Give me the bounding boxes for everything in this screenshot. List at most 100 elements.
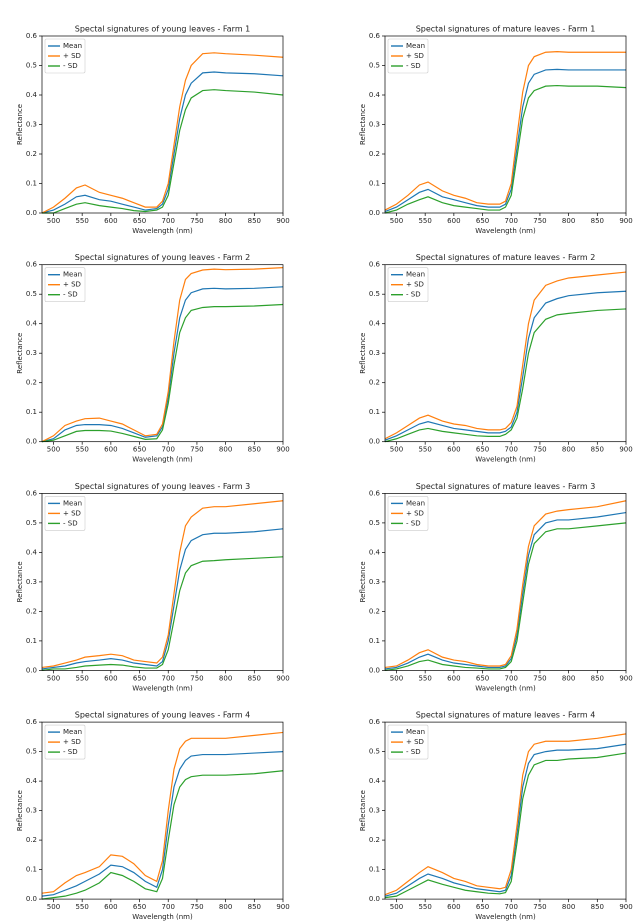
- legend-box: [387, 38, 429, 74]
- y-tick-label: 0.0: [26, 895, 37, 903]
- series-line: [41, 500, 284, 669]
- x-axis-label: Wavelength (nm): [475, 227, 536, 235]
- y-axis-label: Reflectance: [16, 104, 24, 145]
- x-tick-label: 650: [133, 217, 146, 225]
- x-tick-label: 900: [276, 674, 289, 682]
- x-tick-label: 750: [190, 674, 203, 682]
- y-tick-label: 0.6: [26, 718, 38, 726]
- x-axis-label: Wavelength (nm): [132, 456, 193, 464]
- y-tick-label: 0.0: [26, 666, 37, 674]
- chart-title: Spectal signatures of mature leaves - Fa…: [416, 711, 596, 720]
- plot-frame: [41, 493, 284, 671]
- x-tick-label: 850: [591, 903, 604, 911]
- legend-label: Mean: [63, 42, 82, 50]
- y-tick-label: 0.2: [369, 379, 380, 387]
- y-tick-label: 0.2: [26, 379, 37, 387]
- legend-box: [44, 38, 86, 74]
- y-tick-label: 0.2: [26, 150, 37, 158]
- y-axis-label: Reflectance: [359, 333, 367, 374]
- x-tick-label: 900: [619, 903, 632, 911]
- y-tick-label: 0.3: [369, 578, 380, 586]
- x-tick-label: 550: [418, 446, 431, 454]
- series-line: [41, 52, 284, 214]
- legend-label: Mean: [63, 271, 82, 279]
- series-line: [384, 308, 627, 443]
- x-tick-label: 800: [219, 217, 232, 225]
- x-tick-label: 500: [390, 217, 403, 225]
- x-tick-label: 600: [447, 903, 460, 911]
- x-tick-label: 750: [190, 446, 203, 454]
- series-line: [384, 743, 627, 897]
- plot-frame: [41, 264, 284, 443]
- chart-title: Spectal signatures of young leaves - Far…: [75, 253, 251, 262]
- plot-frame: [41, 35, 284, 214]
- series-line: [41, 731, 284, 894]
- x-tick-label: 850: [591, 217, 604, 225]
- y-tick-label: 0.1: [26, 866, 37, 874]
- y-tick-label: 0.0: [26, 438, 37, 446]
- x-tick-label: 500: [390, 674, 403, 682]
- y-tick-label: 0.6: [26, 489, 38, 497]
- y-tick-label: 0.1: [26, 180, 37, 188]
- x-tick-label: 550: [418, 674, 431, 682]
- x-tick-label: 700: [505, 674, 518, 682]
- series-line: [41, 770, 284, 900]
- x-tick-label: 850: [248, 903, 261, 911]
- x-tick-label: 500: [390, 903, 403, 911]
- x-tick-label: 600: [104, 446, 117, 454]
- x-tick-label: 600: [104, 217, 117, 225]
- y-tick-label: 0.5: [369, 748, 380, 756]
- legend-label: - SD: [63, 62, 78, 70]
- x-tick-label: 850: [591, 674, 604, 682]
- y-tick-label: 0.4: [26, 91, 38, 99]
- y-tick-label: 0.6: [369, 261, 381, 269]
- legend-label: + SD: [406, 281, 424, 289]
- x-tick-label: 700: [505, 446, 518, 454]
- plot-frame: [384, 264, 627, 443]
- legend-box: [387, 724, 429, 760]
- y-tick-label: 0.4: [369, 548, 381, 556]
- series-line: [384, 511, 627, 670]
- y-tick-label: 0.6: [369, 489, 381, 497]
- x-tick-label: 750: [533, 674, 546, 682]
- y-axis-label: Reflectance: [16, 790, 24, 831]
- plot-frame: [384, 35, 627, 214]
- x-tick-label: 850: [248, 446, 261, 454]
- series-line: [384, 733, 627, 896]
- x-tick-label: 650: [476, 674, 489, 682]
- y-axis-label: Reflectance: [359, 104, 367, 145]
- y-tick-label: 0.6: [26, 261, 38, 269]
- y-tick-label: 0.0: [369, 666, 380, 674]
- legend-label: Mean: [406, 499, 425, 507]
- x-tick-label: 700: [505, 217, 518, 225]
- y-tick-label: 0.5: [369, 290, 380, 298]
- x-tick-label: 750: [533, 903, 546, 911]
- x-tick-label: 850: [248, 674, 261, 682]
- series-line: [384, 68, 626, 213]
- series-line: [384, 290, 627, 441]
- y-tick-label: 0.2: [369, 836, 380, 844]
- x-tick-label: 900: [619, 217, 632, 225]
- x-tick-label: 700: [505, 903, 518, 911]
- y-axis-label: Reflectance: [359, 561, 367, 602]
- legend-label: - SD: [63, 291, 78, 299]
- legend-box: [387, 496, 429, 531]
- x-tick-label: 800: [562, 217, 575, 225]
- legend-label: + SD: [63, 509, 81, 517]
- series-line: [41, 71, 284, 214]
- x-tick-label: 800: [562, 674, 575, 682]
- y-tick-label: 0.1: [26, 637, 37, 645]
- y-tick-label: 0.1: [369, 180, 380, 188]
- x-tick-label: 750: [190, 217, 203, 225]
- plot-frame: [384, 721, 627, 900]
- x-tick-label: 800: [219, 446, 232, 454]
- y-tick-label: 0.5: [26, 62, 37, 70]
- x-tick-label: 700: [162, 217, 175, 225]
- y-axis-label: Reflectance: [359, 790, 367, 831]
- y-tick-label: 0.0: [369, 209, 380, 217]
- legend-label: + SD: [406, 738, 424, 746]
- legend-label: Mean: [406, 271, 425, 279]
- legend-box: [44, 724, 86, 760]
- y-axis-label: Reflectance: [16, 561, 24, 602]
